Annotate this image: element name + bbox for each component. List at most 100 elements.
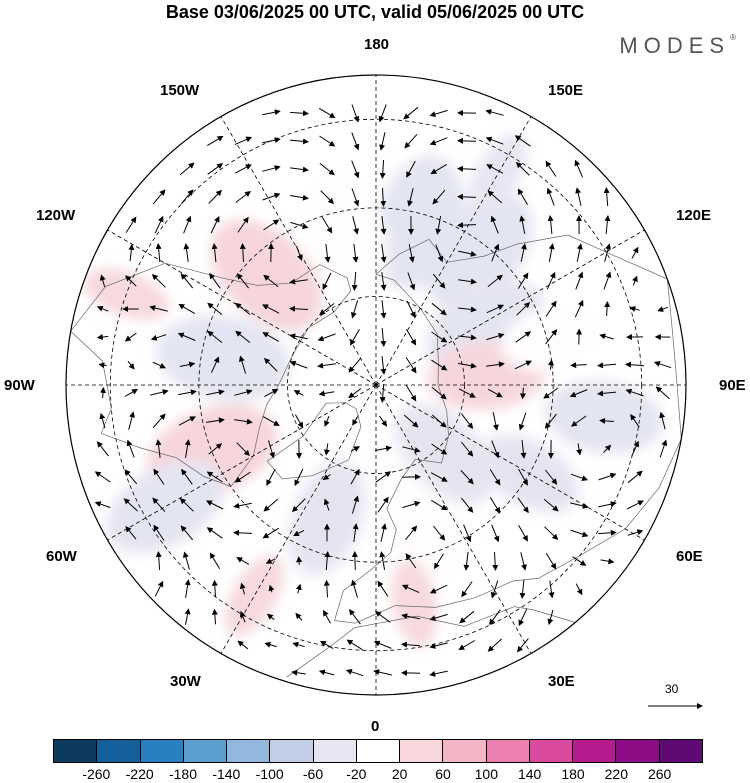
colorbar-ticks: -260 -220 -180 -140 -100 -60 -20 20 60 100 140 180 2… (53, 766, 703, 782)
wind-vector (236, 442, 251, 457)
wind-vector (518, 524, 528, 542)
wind-vector (150, 389, 169, 396)
wind-vector (572, 556, 587, 566)
wind-vector (461, 441, 474, 457)
wind-vector (321, 217, 333, 234)
wind-vector (210, 215, 220, 234)
wind-vector (487, 190, 503, 204)
wind-vector (155, 243, 162, 263)
wind-vector (520, 552, 527, 571)
wind-vector (490, 215, 499, 234)
wind-vector (574, 159, 584, 178)
wind-vector (402, 446, 421, 453)
wind-vector (379, 551, 386, 570)
wind-vector (380, 327, 387, 347)
wind-vector (574, 299, 584, 318)
wind-vector (152, 189, 166, 205)
lon-label-30w: 30W (170, 673, 201, 690)
anomaly-contour (288, 460, 367, 576)
wind-vector (603, 187, 610, 207)
wind-vector (266, 468, 276, 486)
wind-vector (239, 610, 246, 623)
wind-vector (463, 552, 470, 571)
wind-vector (431, 414, 447, 428)
map-boundary (65, 74, 687, 696)
wind-vector (177, 332, 196, 341)
wind-vector (570, 473, 589, 482)
wind-vector (486, 164, 504, 174)
colorbar-swatch (443, 740, 487, 762)
colorbar-swatch (183, 740, 228, 762)
map-title: Base 03/06/2025 00 UTC, valid 05/06/2025… (165, 2, 585, 22)
wind-vector (407, 272, 416, 291)
wind-vector (491, 524, 500, 543)
colorbar-swatch (97, 740, 141, 762)
wind-vector (291, 669, 306, 676)
wind-vector (404, 133, 418, 149)
wind-vector (294, 468, 304, 487)
wind-vector (653, 361, 672, 369)
wind-vector (211, 608, 218, 625)
wind-vector (318, 669, 335, 676)
wind-vector (210, 356, 220, 373)
wind-vector (100, 386, 106, 399)
wind-vector (262, 527, 279, 539)
wind-vector (458, 362, 477, 369)
wind-vector (209, 272, 221, 289)
wind-vector (351, 271, 358, 291)
wind-vector (569, 389, 588, 398)
wind-vector (458, 306, 477, 313)
wind-vector (211, 243, 218, 263)
wind-vector (96, 334, 109, 341)
latitude-circle (109, 118, 643, 652)
wind-vector (429, 109, 448, 118)
wind-vector (430, 163, 447, 175)
wind-vector (407, 188, 414, 207)
wind-vector (238, 355, 247, 374)
wind-vector (262, 109, 281, 116)
registered-mark: ® (730, 33, 736, 42)
wind-vector (489, 609, 501, 626)
wind-vector (380, 272, 387, 291)
colorbar-swatch (659, 740, 702, 762)
wind-vector (430, 472, 448, 482)
wind-vector (183, 215, 192, 234)
wind-vector (429, 642, 448, 649)
wind-vector (351, 132, 360, 151)
wind-vector (151, 273, 166, 288)
wind-vector (487, 274, 503, 287)
wind-vector (206, 471, 223, 483)
wind-vector (319, 135, 336, 147)
colorbar-swatch (356, 740, 401, 762)
wind-vector (657, 306, 668, 312)
wind-vector (576, 243, 583, 262)
wind-vector (458, 388, 476, 398)
wind-vector (380, 523, 387, 542)
wind-vector (352, 244, 359, 263)
wind-vector (207, 302, 223, 315)
wind-vector (206, 527, 223, 539)
wind-vector (152, 413, 166, 429)
wind-vector (124, 332, 137, 342)
wind-vector (435, 244, 444, 263)
wind-vector (514, 360, 533, 370)
wind-vector (457, 137, 477, 144)
colorbar-tick-label: 140 (517, 766, 542, 782)
colorbar-swatch (573, 740, 617, 762)
anomaly-contour (391, 558, 438, 648)
wind-vector (492, 412, 499, 431)
wind-vector (179, 162, 195, 176)
wind-vector (599, 417, 614, 424)
wind-vector (149, 305, 168, 312)
wind-vector (519, 387, 526, 400)
wind-vector (659, 439, 668, 458)
wind-vector (206, 500, 224, 510)
wind-vector (599, 333, 614, 340)
meridian-line (220, 384, 377, 654)
wind-vector (515, 161, 530, 176)
wind-vector (239, 582, 246, 595)
wind-vector (406, 160, 416, 178)
wind-vector (351, 188, 360, 207)
wind-vector (126, 439, 135, 458)
anomaly-contour (544, 380, 664, 454)
